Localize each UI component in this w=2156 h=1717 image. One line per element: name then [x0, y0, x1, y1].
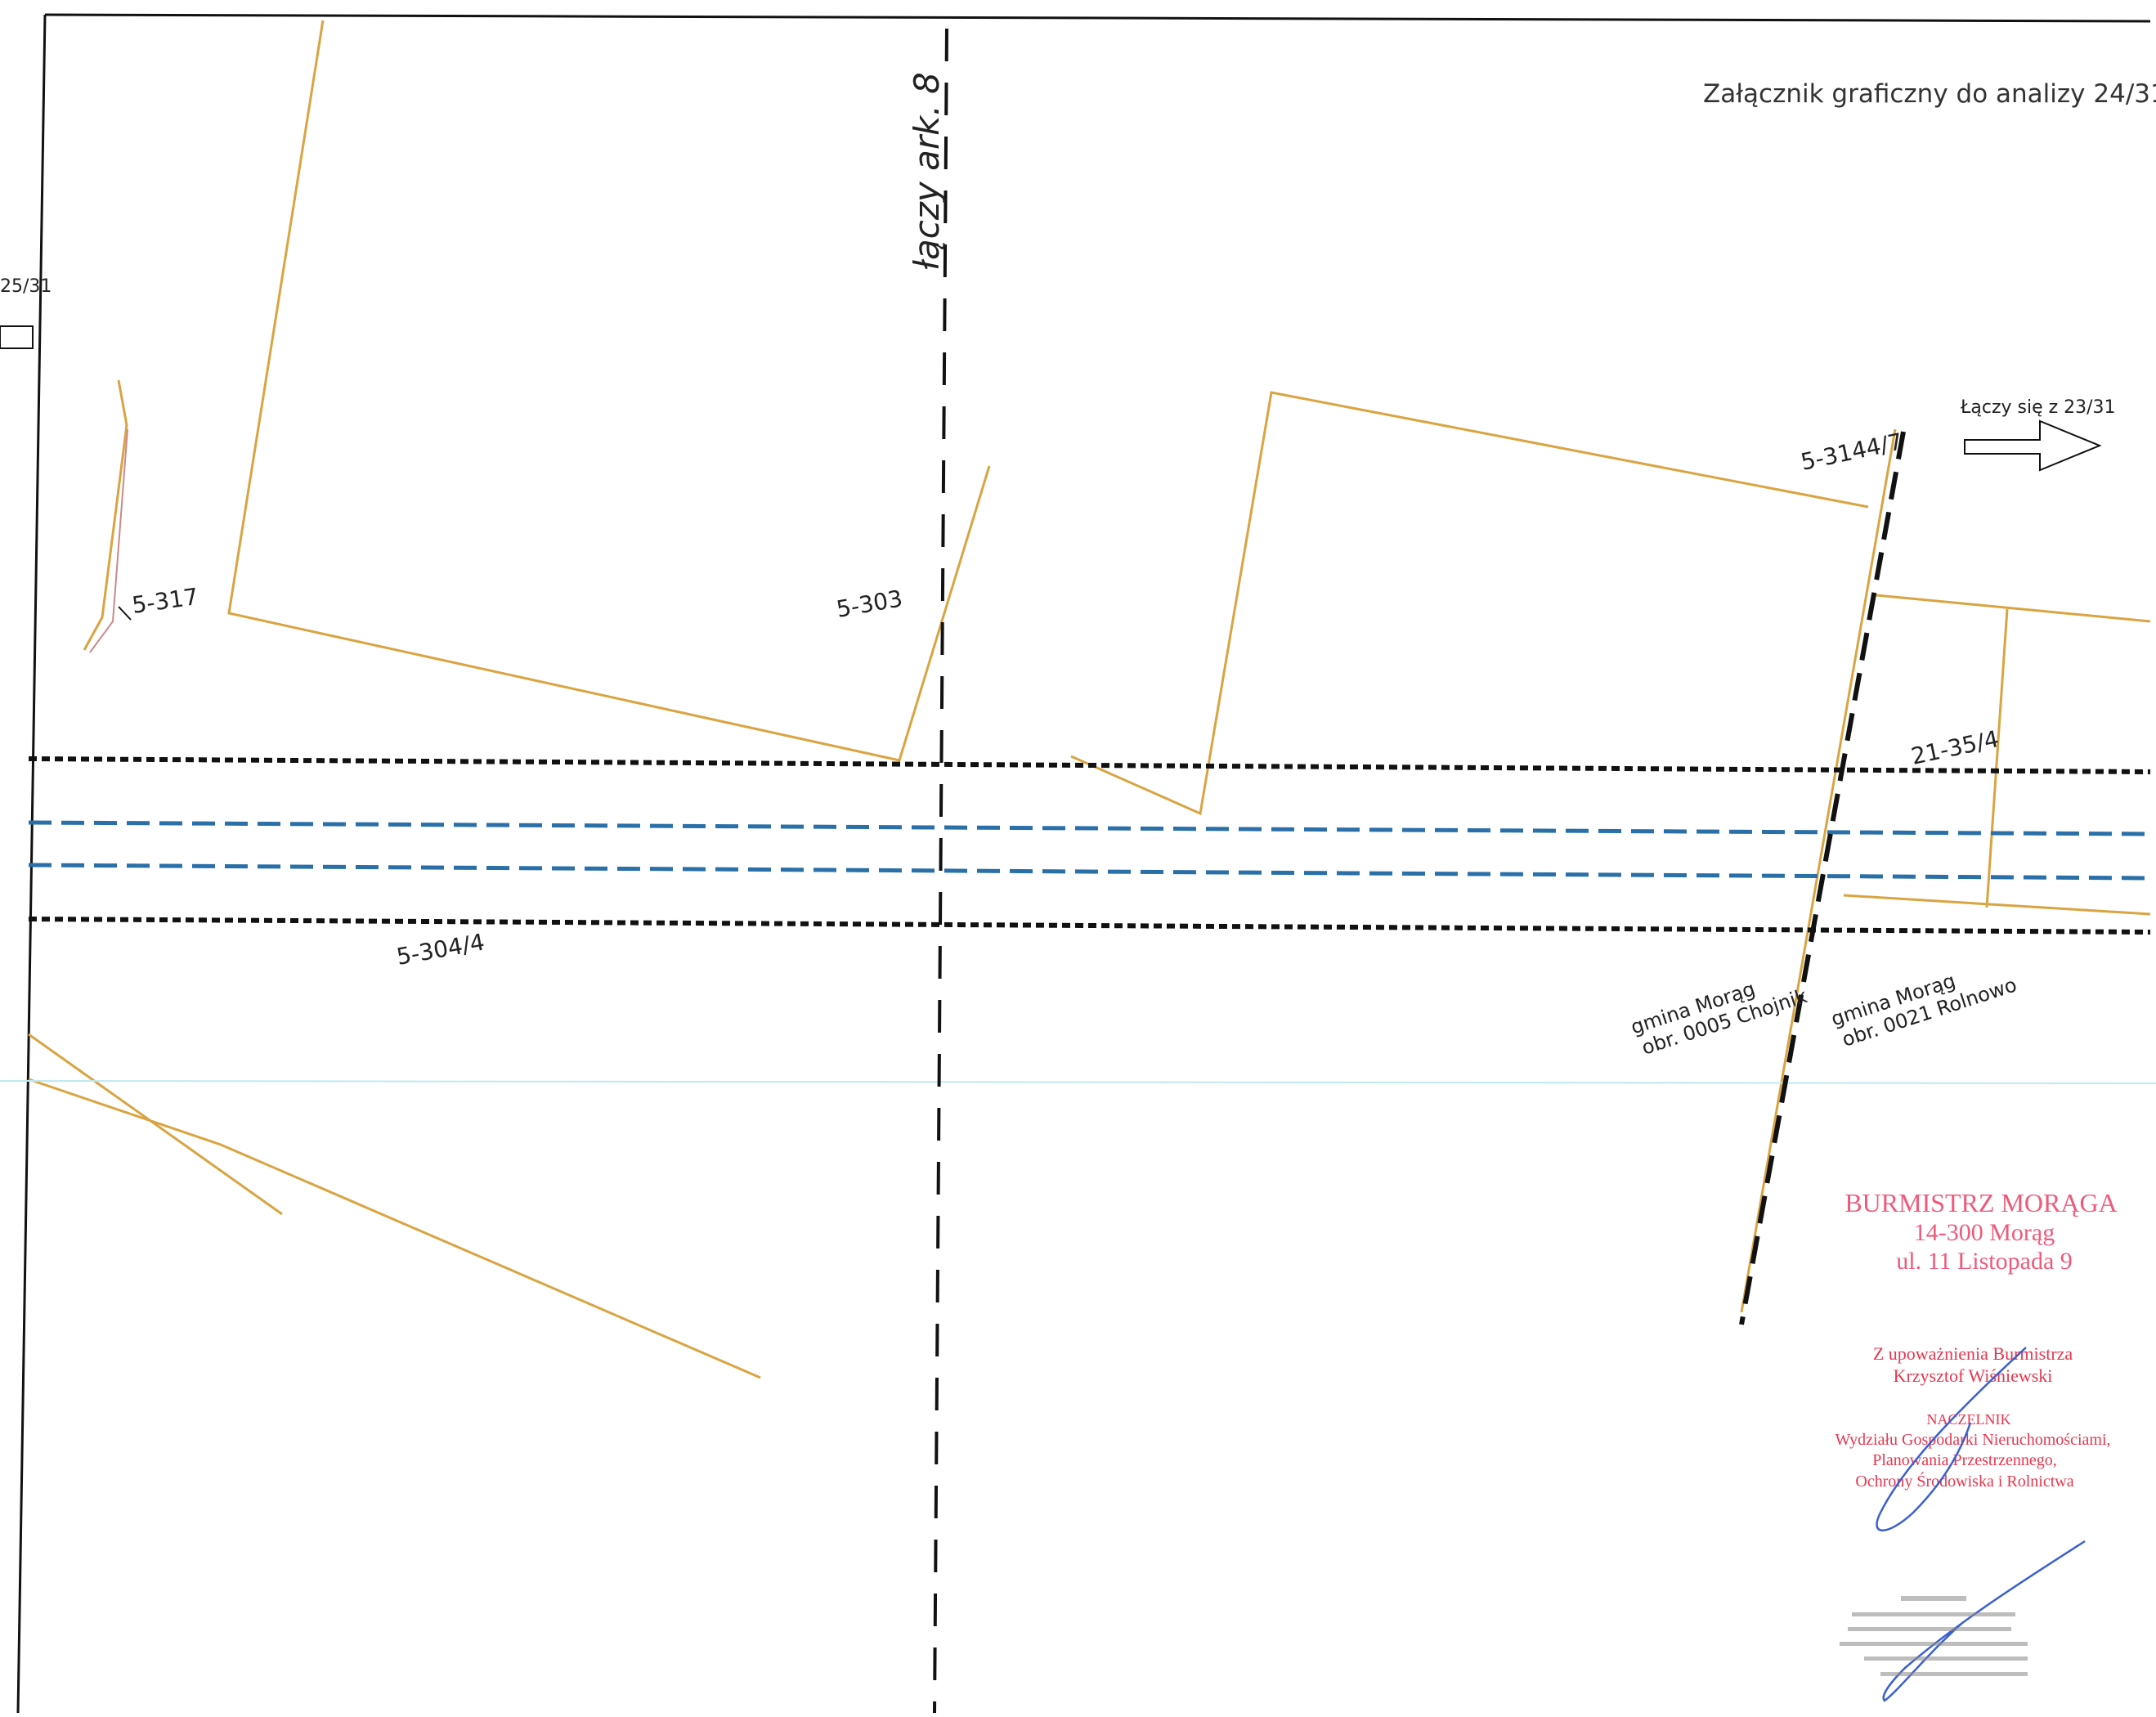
arrow-right-icon — [1964, 419, 2102, 472]
left-sheet-label: 25/31 — [0, 276, 52, 297]
parcel-21-35-4-boundary — [1876, 594, 2151, 623]
parcel-5-317-leader — [118, 606, 132, 621]
scan-line — [0, 1080, 2156, 1084]
auth-line2: Krzysztof Wiśniewski — [1894, 1365, 2053, 1386]
corridor-blue-bottom — [28, 863, 2151, 881]
corridor-outer-top — [28, 756, 2151, 774]
parcel-21-35-4-bottom — [1843, 894, 2151, 916]
auth-line1: Z upoważnienia Burmistrza — [1873, 1343, 2073, 1364]
corridor-outer-bottom — [28, 917, 2151, 935]
mayor-stamp: BURMISTRZ MORĄGA 14-300 Morąg ul. 11 Lis… — [1844, 1188, 2117, 1275]
road-edge-1 — [28, 1033, 283, 1216]
auth-line6: Ochrony Środowiska i Rolnictwa — [1855, 1471, 2073, 1491]
road-edge-2 — [28, 1078, 761, 1379]
precinct-boundary-line — [1739, 431, 1906, 1325]
precinct-border-orange — [1740, 428, 1897, 1313]
auth-line5: Planowania Przestrzennego, — [1872, 1451, 2056, 1469]
stamp-line1: BURMISTRZ MORĄGA — [1844, 1188, 2117, 1217]
parcel-5-317-boundary — [83, 379, 128, 651]
sheet-join-line — [933, 28, 948, 1714]
stamp-line3: ul. 11 Listopada 9 — [1896, 1248, 2073, 1275]
sheet-frame — [16, 13, 2151, 1714]
parcel-label-5-317: 5-317 — [130, 583, 199, 619]
parcel-5-317-inner — [89, 428, 128, 653]
parcel-label-21-35-4: 21-35/4 — [1909, 725, 2001, 770]
left-sheet-connector-box — [0, 325, 34, 349]
parcel-label-5-303: 5-303 — [834, 585, 904, 623]
stamp-line2: 14-300 Morąg — [1914, 1219, 2055, 1246]
faded-stamp — [1840, 1596, 2028, 1676]
page-title: Załącznik graficzny do analizy 24/31 — [1703, 79, 2156, 109]
sheet-join-label: łączy ark. 8 — [907, 72, 947, 270]
corridor-lines — [28, 756, 2151, 935]
parcel-label-5-304-4: 5-304/4 — [394, 929, 486, 971]
authorization-stamp: Z upoważnienia Burmistrza Krzysztof Wiśn… — [1835, 1343, 2110, 1491]
parcel-21-35-4-right — [1985, 608, 2009, 908]
precinct-label-rolnowo: gmina Morąg obr. 0021 Rolnowo — [1828, 969, 2019, 1051]
parcel-5-303-top-right — [1070, 391, 1869, 816]
parcel-5-303-boundary — [227, 20, 991, 762]
right-sheet-label: Łączy się z 23/31 — [1960, 397, 2116, 418]
auth-line4: Wydziału Gospodarki Nieruchomościami, — [1835, 1431, 2110, 1449]
signature-2 — [1882, 1540, 2086, 1702]
corridor-blue-top — [28, 820, 2151, 836]
precinct-label-chojnik: gmina Morąg obr. 0005 Chojnik — [1628, 977, 1809, 1060]
parcel-boundaries — [28, 20, 2151, 1379]
signature-1 — [1876, 1347, 2027, 1531]
